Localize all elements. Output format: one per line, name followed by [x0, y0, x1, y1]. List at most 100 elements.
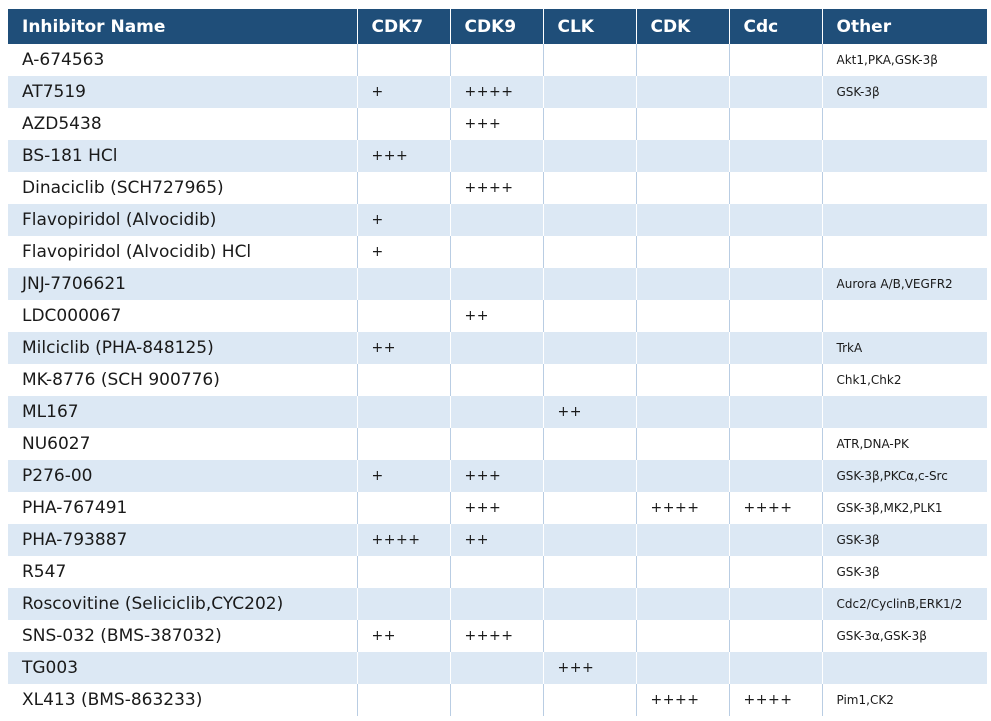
- cdk-cell: [635, 300, 729, 332]
- other-cell: TrkA: [821, 332, 987, 364]
- clk-cell: [542, 268, 636, 300]
- cdk-cell: [635, 76, 729, 108]
- table-row: BS-181 HCl +++: [8, 140, 987, 172]
- table-row: MK-8776 (SCH 900776) Chk1,Chk2: [8, 364, 987, 396]
- cdk9-cell: [449, 556, 543, 588]
- cdk-cell: [635, 460, 729, 492]
- cdc-cell: [728, 524, 822, 556]
- cdk7-cell: ++: [356, 332, 450, 364]
- inhibitor-name-cell: LDC000067: [8, 300, 357, 332]
- cdk-cell: [635, 620, 729, 652]
- cdc-cell: [728, 236, 822, 268]
- inhibitor-name-cell: R547: [8, 556, 357, 588]
- other-cell: [821, 140, 987, 172]
- cdk-cell: ++++: [635, 492, 729, 524]
- other-cell: Aurora A/B,VEGFR2: [821, 268, 987, 300]
- inhibitor-name-cell: Milciclib (PHA-848125): [8, 332, 357, 364]
- table-row: R547 GSK-3β: [8, 556, 987, 588]
- cdk-cell: [635, 236, 729, 268]
- other-cell: [821, 204, 987, 236]
- cdk9-cell: [449, 268, 543, 300]
- cdk9-cell: ++++: [449, 620, 543, 652]
- cdk7-cell: [356, 396, 450, 428]
- table-row: PHA-767491 +++ ++++ ++++ GSK-3β,MK2,PLK1: [8, 492, 987, 524]
- other-cell: GSK-3α,GSK-3β: [821, 620, 987, 652]
- cdc-cell: [728, 652, 822, 684]
- clk-cell: [542, 556, 636, 588]
- header-inhibitor-name: Inhibitor Name: [8, 9, 357, 44]
- other-cell: ATR,DNA-PK: [821, 428, 987, 460]
- cdk-cell: ++++: [635, 684, 729, 716]
- table-row: JNJ-7706621 Aurora A/B,VEGFR2: [8, 268, 987, 300]
- cdk-cell: [635, 524, 729, 556]
- cdk7-cell: ++++: [356, 524, 450, 556]
- table-row: A-674563 Akt1,PKA,GSK-3β: [8, 44, 987, 76]
- clk-cell: ++: [542, 396, 636, 428]
- table-row: PHA-793887 ++++ ++ GSK-3β: [8, 524, 987, 556]
- clk-cell: [542, 300, 636, 332]
- cdk7-cell: [356, 300, 450, 332]
- inhibitor-name-cell: TG003: [8, 652, 357, 684]
- clk-cell: [542, 364, 636, 396]
- cdk-cell: [635, 108, 729, 140]
- table-row: SNS-032 (BMS-387032) ++ ++++ GSK-3α,GSK-3β: [8, 620, 987, 652]
- clk-cell: [542, 108, 636, 140]
- cdk-cell: [635, 268, 729, 300]
- table-header: Inhibitor Name CDK7 CDK9 CLK CDK Cdc Oth…: [8, 9, 987, 44]
- clk-cell: +++: [542, 652, 636, 684]
- header-cdk: CDK: [635, 9, 729, 44]
- cdc-cell: [728, 364, 822, 396]
- cdk7-cell: [356, 492, 450, 524]
- cdc-cell: [728, 588, 822, 620]
- cdk7-cell: ++: [356, 620, 450, 652]
- clk-cell: [542, 684, 636, 716]
- other-cell: Akt1,PKA,GSK-3β: [821, 44, 987, 76]
- clk-cell: [542, 332, 636, 364]
- clk-cell: [542, 588, 636, 620]
- cdk7-cell: +: [356, 204, 450, 236]
- cdk9-cell: [449, 204, 543, 236]
- header-row: Inhibitor Name CDK7 CDK9 CLK CDK Cdc Oth…: [8, 9, 987, 44]
- clk-cell: [542, 172, 636, 204]
- clk-cell: [542, 524, 636, 556]
- cdk9-cell: +++: [449, 492, 543, 524]
- inhibitor-name-cell: NU6027: [8, 428, 357, 460]
- other-cell: [821, 300, 987, 332]
- cdc-cell: [728, 44, 822, 76]
- cdk-cell: [635, 172, 729, 204]
- cdc-cell: [728, 396, 822, 428]
- cdk7-cell: [356, 428, 450, 460]
- table-row: Roscovitine (Seliciclib,CYC202) Cdc2/Cycl…: [8, 588, 987, 620]
- header-cdk7: CDK7: [356, 9, 450, 44]
- table-row: P276-00 + +++ GSK-3β,PKCα,c-Src: [8, 460, 987, 492]
- cdk7-cell: [356, 172, 450, 204]
- cdk9-cell: ++: [449, 524, 543, 556]
- clk-cell: [542, 44, 636, 76]
- cdk-cell: [635, 396, 729, 428]
- other-cell: Cdc2/CyclinB,ERK1/2: [821, 588, 987, 620]
- cdk-cell: [635, 652, 729, 684]
- cdk9-cell: [449, 236, 543, 268]
- other-cell: GSK-3β: [821, 524, 987, 556]
- cdk7-cell: [356, 652, 450, 684]
- table-row: AZD5438 +++: [8, 108, 987, 140]
- cdc-cell: [728, 300, 822, 332]
- table-row: Dinaciclib (SCH727965) ++++: [8, 172, 987, 204]
- inhibitor-name-cell: Flavopiridol (Alvocidib): [8, 204, 357, 236]
- cdc-cell: [728, 268, 822, 300]
- clk-cell: [542, 236, 636, 268]
- inhibitor-name-cell: ML167: [8, 396, 357, 428]
- table-row: NU6027 ATR,DNA-PK: [8, 428, 987, 460]
- cdk7-cell: [356, 108, 450, 140]
- cdk7-cell: [356, 44, 450, 76]
- clk-cell: [542, 140, 636, 172]
- cdk-cell: [635, 140, 729, 172]
- clk-cell: [542, 492, 636, 524]
- table-row: Flavopiridol (Alvocidib) HCl +: [8, 236, 987, 268]
- cdk7-cell: [356, 556, 450, 588]
- cdk9-cell: [449, 396, 543, 428]
- cdc-cell: [728, 428, 822, 460]
- other-cell: Pim1,CK2: [821, 684, 987, 716]
- cdk9-cell: [449, 684, 543, 716]
- other-cell: [821, 172, 987, 204]
